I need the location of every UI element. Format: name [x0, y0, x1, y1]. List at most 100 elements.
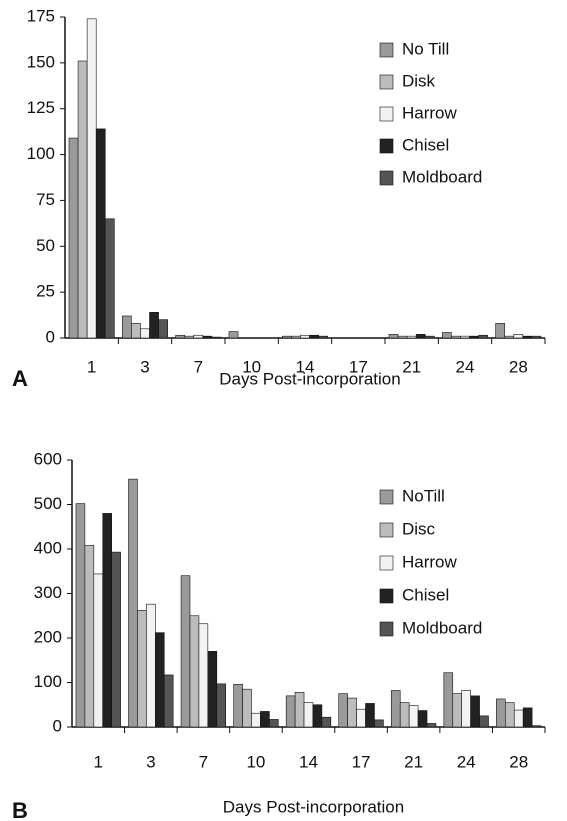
y-tick-label: 0: [46, 327, 55, 346]
bar: [415, 334, 426, 339]
x-tick-label: 10: [242, 357, 261, 376]
x-tick-label: 7: [194, 357, 203, 376]
bar: [504, 335, 515, 339]
legend-label: Disk: [402, 71, 436, 90]
y-tick-label: 175: [27, 6, 55, 25]
bar: [365, 703, 375, 728]
bar: [155, 632, 165, 728]
panel-label: A: [12, 366, 28, 391]
bar: [303, 702, 314, 728]
bar: [111, 551, 121, 728]
x-axis-title: Days Post-incorporation: [223, 797, 404, 816]
bar: [300, 334, 310, 339]
x-tick-label: 3: [140, 357, 149, 376]
bar: [531, 335, 542, 339]
bar: [495, 323, 506, 339]
bar: [513, 334, 524, 339]
bar: [531, 725, 542, 728]
bar: [312, 704, 323, 728]
x-tick-label: 1: [87, 357, 96, 376]
bar: [198, 623, 209, 728]
bar: [388, 334, 399, 339]
bar: [75, 503, 86, 728]
bar: [452, 693, 462, 728]
bar: [321, 716, 332, 728]
x-tick-label: 28: [509, 357, 528, 376]
legend-label: NoTill: [402, 486, 445, 505]
x-axis-title: Days Post-incorporation: [219, 369, 400, 388]
y-tick-label: 300: [34, 583, 62, 602]
bar: [77, 60, 88, 339]
bar: [294, 691, 305, 728]
y-tick-label: 100: [34, 672, 62, 691]
x-tick-label: 21: [404, 752, 423, 771]
x-tick-label: 1: [94, 752, 103, 771]
x-tick-label: 14: [299, 752, 318, 771]
bar: [347, 697, 357, 728]
bar: [211, 336, 222, 339]
bar: [417, 710, 428, 728]
legend-label: Harrow: [402, 103, 458, 122]
bar: [86, 18, 97, 339]
y-tick-label: 50: [36, 236, 55, 255]
bar: [233, 683, 243, 728]
legend-swatch: [379, 42, 394, 58]
x-tick-label: 3: [146, 752, 155, 771]
legend-swatch: [379, 138, 394, 154]
y-tick-label: 0: [53, 716, 62, 735]
bar: [104, 218, 115, 339]
bar: [202, 335, 213, 339]
legend-swatch: [379, 621, 394, 637]
bar: [478, 334, 488, 339]
bar: [128, 478, 138, 728]
bar: [443, 672, 454, 728]
bar: [522, 707, 533, 728]
bar: [131, 323, 141, 339]
bar: [318, 335, 328, 339]
legend-label: Harrow: [402, 552, 458, 571]
y-tick-label: 125: [27, 98, 55, 117]
x-tick-label: 28: [509, 752, 528, 771]
legend-swatch: [379, 74, 394, 90]
bar: [408, 705, 419, 728]
legend-swatch: [379, 170, 394, 186]
bar: [137, 610, 147, 728]
bar: [228, 331, 239, 339]
x-tick-label: 17: [349, 357, 368, 376]
y-tick-label: 600: [34, 449, 62, 468]
bar: [397, 335, 408, 339]
bar: [460, 335, 470, 339]
legend-swatch: [379, 588, 394, 604]
x-tick-label: 7: [199, 752, 208, 771]
bar: [470, 695, 480, 728]
bar: [184, 335, 195, 339]
legend-label: No Till: [402, 39, 449, 58]
bar: [285, 695, 296, 728]
bar: [158, 319, 168, 339]
x-tick-label: 10: [246, 752, 265, 771]
bar: [95, 128, 106, 339]
bar: [251, 712, 261, 728]
bar: [175, 334, 186, 339]
bar: [513, 709, 524, 728]
y-tick-label: 25: [36, 282, 55, 301]
bar: [102, 513, 112, 728]
y-tick-label: 200: [34, 627, 62, 646]
bar: [282, 335, 292, 339]
bar: [399, 702, 410, 728]
y-tick-label: 150: [27, 52, 55, 71]
bar: [374, 719, 384, 728]
bar: [149, 312, 159, 339]
bar: [406, 335, 417, 339]
legend-swatch: [379, 106, 394, 122]
x-tick-label: 24: [457, 752, 476, 771]
bar: [146, 603, 156, 728]
bar: [68, 137, 79, 339]
bar: [260, 711, 270, 728]
bar: [505, 702, 515, 728]
bar: [269, 719, 279, 728]
bar: [122, 315, 132, 339]
bar: [216, 683, 227, 728]
bar: [451, 335, 461, 339]
